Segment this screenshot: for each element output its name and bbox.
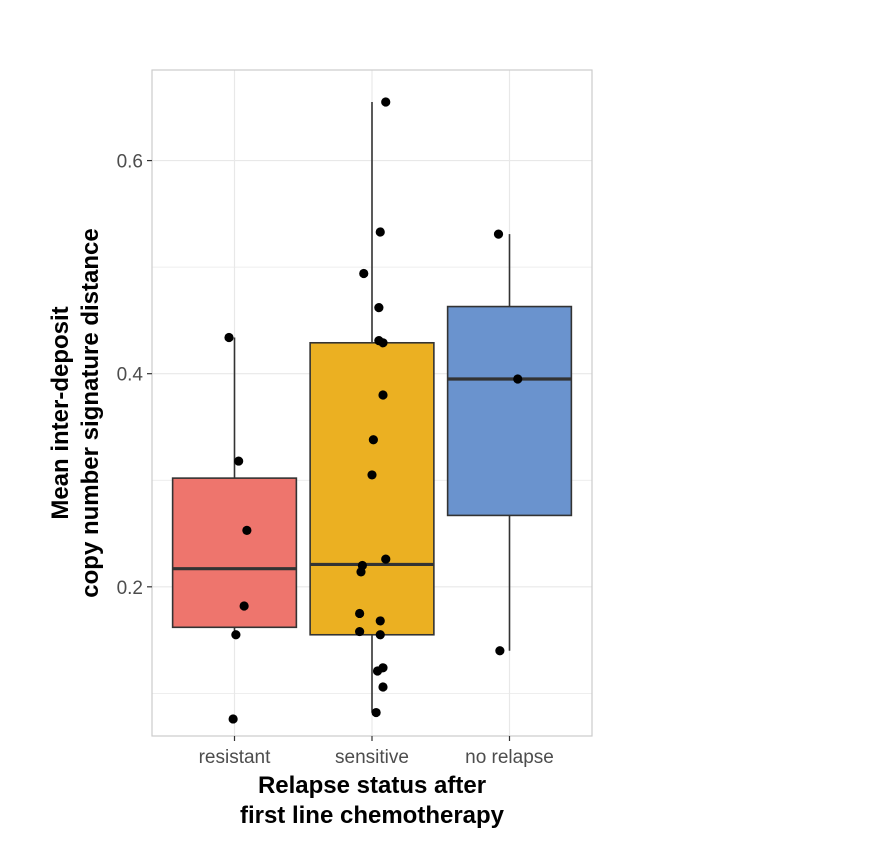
x-tick-label: sensitive [335,747,409,768]
data-point [356,567,366,577]
x-axis-title-line: first line chemotherapy [240,802,505,829]
data-point [368,435,378,445]
data-point [371,707,381,718]
data-point [375,630,385,640]
box-layer [171,305,573,636]
data-point [375,227,385,237]
title-layer: Relapse status after first line chemother… [47,228,505,829]
data-point [378,682,388,692]
data-point [374,303,384,313]
data-point [493,229,504,239]
box-no-relapse [446,305,573,517]
box-sensitive [309,341,435,636]
x-tick-label: resistant [199,747,272,768]
data-point [367,470,377,480]
data-point [381,97,391,107]
whisker-layer [233,101,511,713]
y-tick-label: 0.4 [117,365,144,386]
data-point [381,554,391,564]
y-axis-title-line: Mean inter-deposit [47,306,74,519]
data-point [239,601,249,611]
y-tick-label: 0.2 [117,578,143,599]
data-point [375,616,385,626]
axis-layer: 0.2 0.4 0.6 resistant sensitive no relapse [117,152,554,768]
box-resistant [171,477,298,629]
x-axis-title-line: Relapse status after [258,772,486,799]
x-tick-label: no relapse [465,747,554,768]
data-point [355,626,365,637]
data-point [231,630,241,640]
data-point [228,714,238,724]
data-point [355,608,365,619]
data-point [495,646,505,656]
data-point [513,374,523,384]
y-tick-label: 0.6 [117,152,143,173]
point-layer [224,97,523,724]
y-axis-title-line: copy number signature distance [77,228,104,597]
data-point [234,456,244,466]
data-point [359,268,369,279]
data-point [224,332,234,343]
data-point [378,338,388,348]
data-point [242,525,252,535]
data-point [378,390,388,400]
data-point [372,666,383,676]
